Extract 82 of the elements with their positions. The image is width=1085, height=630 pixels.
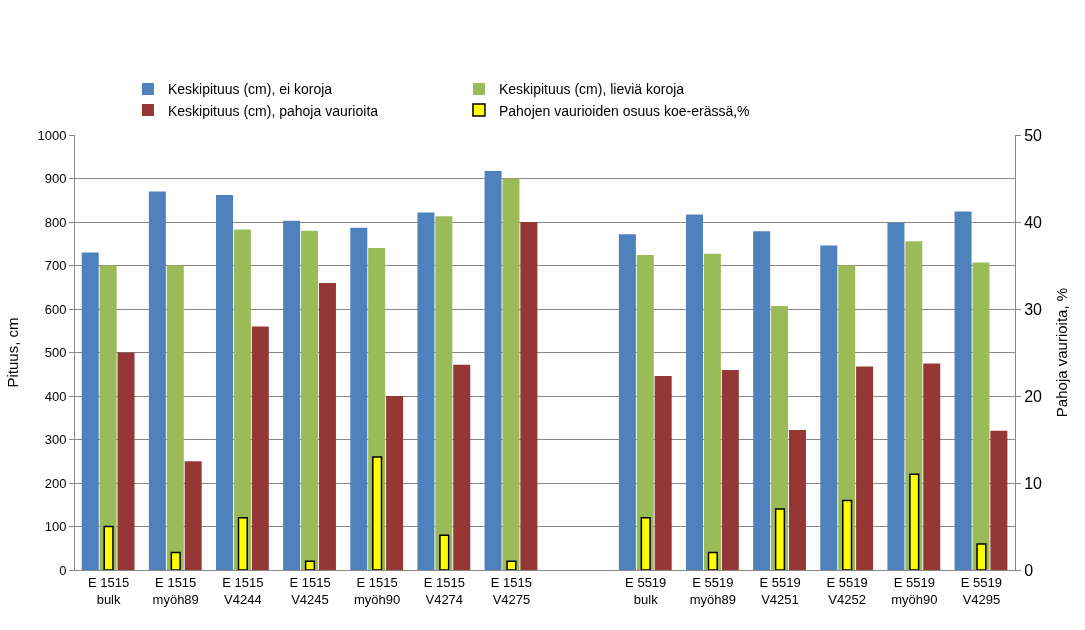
x-tick-label: E 5519 myöh90 <box>891 574 938 607</box>
x-tick-label: E 1515 V4244 <box>222 574 264 607</box>
x-tick-label: E 1515 V4274 <box>423 574 465 607</box>
bar <box>856 366 874 570</box>
bar <box>502 178 520 570</box>
bar <box>283 220 301 570</box>
y-tick-label: 300 <box>44 432 67 448</box>
y2-tick-label: 40 <box>1024 213 1043 231</box>
bar <box>686 214 704 570</box>
bar <box>301 230 319 570</box>
y-tick-label: 200 <box>44 475 67 491</box>
bar <box>170 551 181 570</box>
legend-label: Keskipituus (cm), ei koroja <box>167 81 333 98</box>
y2-tick-label: 50 <box>1024 126 1043 144</box>
x-tick-label: E 5519 V4251 <box>759 574 801 607</box>
bar <box>520 222 538 570</box>
legend-label: Pahojen vaurioiden osuus koe-erässä,% <box>498 102 750 119</box>
bar <box>990 430 1008 570</box>
y2-tick-label: 10 <box>1024 474 1043 492</box>
bar <box>386 396 404 570</box>
bar <box>484 171 502 570</box>
y2-axis-title: Pahoja vaurioita, % <box>1053 287 1071 418</box>
bar <box>972 262 990 570</box>
bar <box>166 265 184 570</box>
y-axis-title: Pituus, cm <box>3 317 21 388</box>
bar <box>103 525 114 570</box>
y2-tick-label: 20 <box>1024 387 1043 405</box>
bar <box>304 560 316 570</box>
bar <box>350 227 368 570</box>
x-tick-label: E 5519 bulk <box>625 574 667 607</box>
bar <box>954 211 972 570</box>
y-tick-label: 0 <box>59 562 67 578</box>
bar <box>184 461 202 570</box>
bar <box>703 253 721 570</box>
x-tick-label: E 1515 bulk <box>87 574 130 607</box>
bar <box>251 326 269 570</box>
bar <box>654 375 672 570</box>
bar <box>216 195 234 570</box>
bar <box>788 429 806 570</box>
bar <box>506 560 517 570</box>
bar <box>842 499 853 570</box>
bar <box>148 191 166 570</box>
x-tick-label: E 1515 V4275 <box>490 574 533 607</box>
bar <box>318 282 336 570</box>
y-tick-label: 700 <box>44 258 67 274</box>
x-tick-label: E 1515 V4245 <box>289 574 331 607</box>
bar <box>417 212 435 570</box>
bar <box>753 231 771 570</box>
x-tick-label: E 5519 V4252 <box>826 574 868 607</box>
bar <box>640 517 651 570</box>
bar <box>618 234 636 570</box>
bar <box>887 222 905 570</box>
bar <box>99 265 117 570</box>
bar <box>435 216 453 570</box>
bar <box>909 473 920 570</box>
bar <box>233 229 251 570</box>
y2-tick-label: 30 <box>1024 300 1043 318</box>
bar <box>820 245 838 570</box>
y-tick-label: 400 <box>44 388 67 404</box>
y-tick-label: 100 <box>44 519 67 535</box>
x-tick-label: E 5519 myöh89 <box>689 574 736 607</box>
y-tick-label: 900 <box>44 171 67 187</box>
bar <box>707 551 718 570</box>
y-tick-label: 1000 <box>37 127 67 143</box>
legend-label: Keskipituus (cm), pahoja vaurioita <box>167 102 379 119</box>
bar <box>976 543 987 570</box>
x-tick-label: E 1515 myöh89 <box>152 574 199 607</box>
y-tick-label: 800 <box>44 214 67 230</box>
x-tick-label: E 5519 V4295 <box>960 574 1003 607</box>
y-tick-label: 600 <box>44 301 67 317</box>
bar <box>439 534 450 570</box>
bar <box>372 456 383 570</box>
x-tick-label: E 1515 myöh90 <box>354 574 401 607</box>
bar <box>721 369 739 570</box>
bar <box>81 252 99 570</box>
legend-label: Keskipituus (cm), lieviä koroja <box>498 81 685 98</box>
bar <box>117 352 135 570</box>
bar <box>237 517 248 570</box>
y-tick-label: 500 <box>44 345 67 361</box>
bar <box>923 363 941 570</box>
y2-tick-label: 0 <box>1024 561 1034 579</box>
bar <box>453 364 471 570</box>
